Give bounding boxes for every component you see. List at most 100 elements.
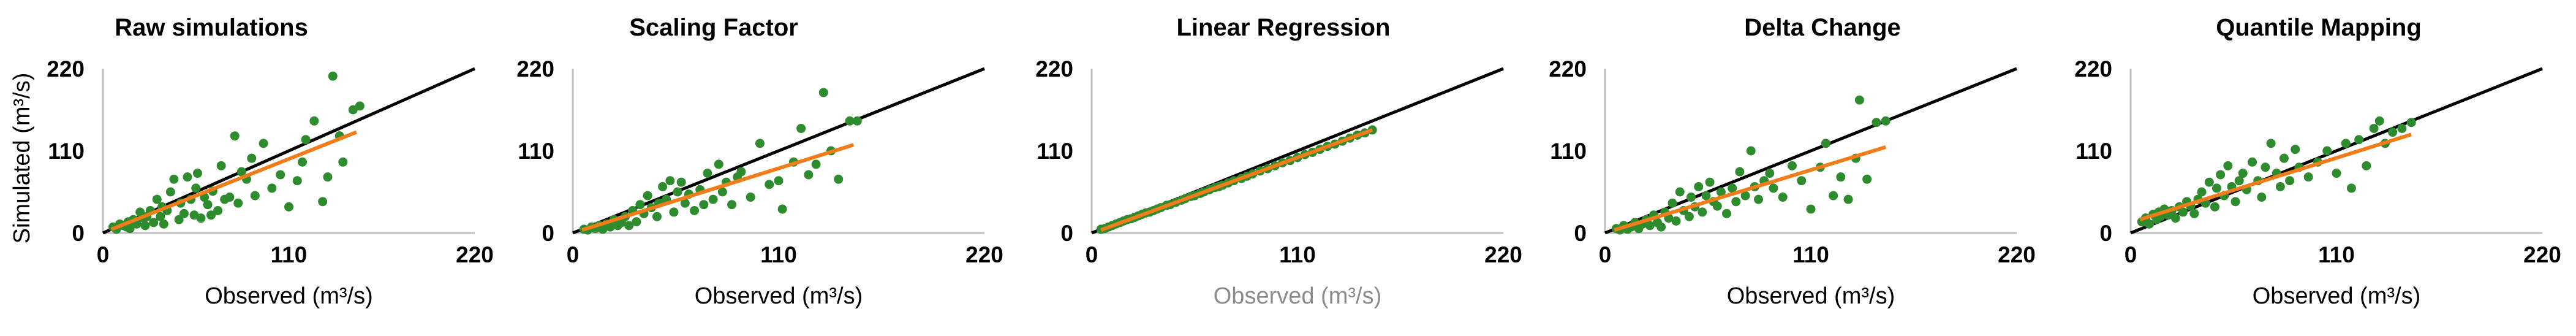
data-point bbox=[1656, 222, 1666, 232]
x-tick-label: 110 bbox=[1279, 242, 1316, 267]
data-point bbox=[676, 177, 686, 187]
data-point bbox=[2145, 219, 2155, 229]
data-point bbox=[156, 212, 165, 221]
x-tick-label: 110 bbox=[271, 242, 308, 267]
y-tick-label: 220 bbox=[2074, 56, 2112, 82]
y-tick-label: 110 bbox=[1037, 139, 1073, 164]
one-to-one-line bbox=[2130, 67, 2543, 235]
data-point bbox=[169, 174, 179, 184]
data-point bbox=[2332, 169, 2341, 178]
data-point bbox=[2388, 128, 2398, 137]
data-point bbox=[669, 207, 679, 217]
data-point bbox=[1716, 187, 1726, 197]
chart-panel: Quantile Mapping 0 110 220 0 110 220 Observed (… bbox=[2074, 14, 2561, 309]
data-point bbox=[2266, 139, 2276, 148]
data-point bbox=[2406, 118, 2416, 128]
x-axis-label: Observed (m³/s) bbox=[2253, 283, 2420, 309]
data-point bbox=[1645, 221, 1655, 231]
y-tick-label: 110 bbox=[518, 139, 554, 164]
data-point bbox=[1843, 194, 1853, 204]
data-point bbox=[624, 221, 634, 231]
data-point bbox=[2230, 197, 2240, 207]
data-point bbox=[1746, 146, 1756, 156]
data-point bbox=[230, 131, 240, 141]
x-tick-label: 220 bbox=[1998, 242, 2036, 267]
data-point bbox=[2346, 183, 2356, 193]
data-point bbox=[2397, 123, 2407, 133]
data-point bbox=[1872, 118, 1881, 128]
y-tick-label: 220 bbox=[47, 56, 85, 82]
data-point bbox=[2170, 213, 2180, 223]
data-point bbox=[1765, 169, 1775, 178]
y-tick-label: 0 bbox=[2099, 221, 2112, 246]
data-point bbox=[250, 191, 260, 200]
data-point bbox=[2362, 161, 2371, 170]
x-tick-label: 0 bbox=[1599, 242, 1612, 267]
data-point bbox=[1836, 172, 1846, 182]
data-point bbox=[2204, 177, 2214, 187]
data-point bbox=[206, 210, 216, 220]
data-point bbox=[1806, 204, 1816, 214]
data-point bbox=[2285, 176, 2295, 186]
x-tick-label: 110 bbox=[1792, 242, 1829, 267]
data-point bbox=[125, 224, 135, 234]
data-point bbox=[1694, 181, 1704, 191]
data-point bbox=[852, 116, 862, 126]
data-point bbox=[2374, 116, 2384, 126]
y-tick-label: 110 bbox=[48, 139, 85, 164]
data-point bbox=[1829, 191, 1838, 200]
data-point bbox=[845, 116, 855, 126]
x-axis-label: Observed (m³/s) bbox=[1727, 283, 1895, 309]
data-point bbox=[665, 176, 675, 186]
x-tick-label: 110 bbox=[2318, 242, 2355, 267]
data-point bbox=[2223, 161, 2233, 170]
data-point bbox=[267, 183, 277, 193]
data-point bbox=[247, 153, 257, 163]
data-point bbox=[774, 176, 784, 186]
data-point bbox=[233, 198, 243, 208]
data-point bbox=[804, 170, 814, 180]
y-tick-label: 0 bbox=[1574, 221, 1587, 246]
trend-line bbox=[581, 143, 855, 232]
data-point bbox=[2341, 139, 2351, 148]
data-point bbox=[213, 205, 223, 215]
data-point bbox=[292, 176, 302, 186]
data-point bbox=[183, 172, 192, 182]
data-point bbox=[1671, 216, 1681, 226]
y-tick-label: 110 bbox=[1550, 139, 1587, 164]
y-tick-label: 220 bbox=[1549, 56, 1587, 82]
x-tick-label: 220 bbox=[456, 242, 494, 267]
data-point bbox=[1698, 207, 1707, 217]
y-tick-label: 110 bbox=[2076, 139, 2112, 164]
data-point bbox=[1735, 167, 1745, 177]
data-point bbox=[1684, 212, 1694, 221]
data-point bbox=[193, 169, 203, 178]
trend-line bbox=[1614, 145, 1887, 232]
data-point bbox=[309, 116, 319, 126]
data-point bbox=[2197, 187, 2207, 197]
data-point bbox=[1854, 95, 1864, 105]
data-point bbox=[1740, 191, 1750, 200]
data-point bbox=[203, 200, 213, 210]
panels: Raw simulations 0 110 220 0 110 220 Observed (m… bbox=[47, 14, 2561, 309]
x-tick-label: 0 bbox=[567, 242, 580, 267]
data-point bbox=[2210, 202, 2219, 212]
chart-title: Quantile Mapping bbox=[2216, 14, 2422, 41]
data-point bbox=[1778, 193, 1788, 202]
x-tick-label: 0 bbox=[2125, 242, 2137, 267]
x-axis-label: Observed (m³/s) bbox=[1214, 283, 1381, 309]
data-point bbox=[318, 197, 328, 207]
data-point bbox=[2212, 183, 2222, 193]
chart-panel: Raw simulations 0 110 220 0 110 220 Observed (m… bbox=[47, 14, 494, 309]
data-point bbox=[2322, 146, 2332, 156]
trend-line bbox=[2139, 132, 2412, 221]
data-point bbox=[348, 105, 358, 115]
data-point bbox=[2216, 170, 2226, 180]
y-axis-label: Simulated (m³/s) bbox=[9, 73, 35, 244]
data-point bbox=[1769, 183, 1778, 193]
data-point bbox=[165, 187, 175, 197]
data-point bbox=[2261, 162, 2270, 172]
data-point bbox=[652, 212, 662, 221]
data-point bbox=[216, 161, 226, 170]
data-point bbox=[632, 217, 641, 227]
